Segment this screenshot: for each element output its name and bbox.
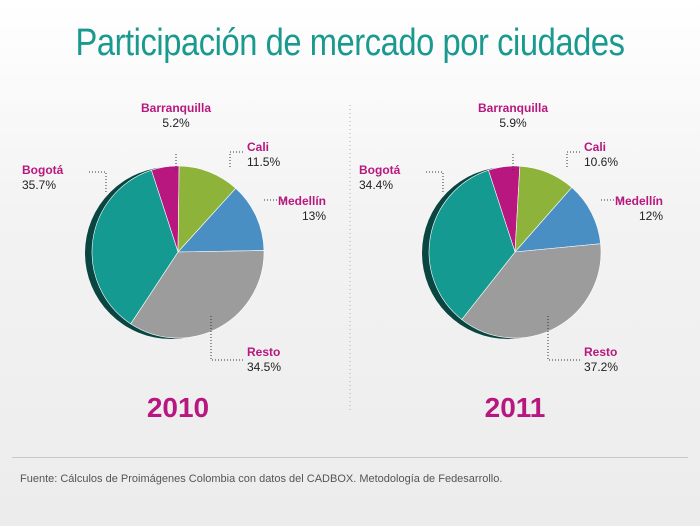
source-note: Fuente: Cálculos de Proimágenes Colombia…: [20, 473, 503, 485]
slice-label-name: Bogotá: [22, 163, 64, 177]
footer-divider: [12, 457, 688, 458]
slice-label-value: 37.2%: [584, 360, 618, 374]
chart-title: Participación de mercado por ciudades: [75, 22, 625, 64]
slice-label-name: Medellín: [278, 194, 326, 208]
slice-label-value: 34.4%: [359, 178, 393, 192]
slice-label-name: Barranquilla: [478, 101, 548, 115]
slice-label-name: Resto: [584, 345, 617, 359]
slice-label-value: 5.9%: [499, 116, 527, 130]
slice-label-value: 34.5%: [247, 360, 281, 374]
slice-resto: [461, 243, 602, 339]
slice-label-value: 11.5%: [247, 155, 280, 169]
slice-label-name: Cali: [584, 140, 606, 154]
slice-medelln: [514, 187, 601, 253]
leader-line: [566, 151, 580, 168]
slice-label-value: 35.7%: [22, 178, 56, 192]
slice-bogot: [91, 169, 179, 325]
year-label: 2010: [147, 392, 209, 423]
year-label: 2011: [485, 392, 546, 423]
leader-line: [426, 171, 444, 194]
slice-bogot: [428, 169, 516, 320]
slice-label-value: 13%: [302, 209, 326, 223]
slice-resto: [130, 250, 265, 339]
leader-line: [229, 151, 243, 168]
slice-label-name: Bogotá: [359, 163, 401, 177]
slice-label-value: 10.6%: [584, 155, 618, 169]
slice-cali: [177, 165, 237, 253]
slice-label-name: Medellín: [615, 194, 663, 208]
slice-label-value: 5.2%: [162, 116, 190, 130]
slice-label-name: Barranquilla: [141, 101, 211, 115]
slice-label-value: 12%: [639, 209, 663, 223]
slice-label-name: Resto: [247, 345, 280, 359]
slice-label-name: Cali: [247, 140, 269, 154]
slice-medelln: [177, 187, 265, 253]
leader-line: [89, 171, 107, 194]
